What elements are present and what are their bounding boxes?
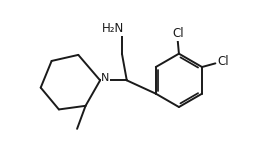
Text: N: N xyxy=(101,73,110,83)
Text: H₂N: H₂N xyxy=(102,22,125,35)
Text: Cl: Cl xyxy=(217,55,229,68)
Text: Cl: Cl xyxy=(172,27,184,40)
